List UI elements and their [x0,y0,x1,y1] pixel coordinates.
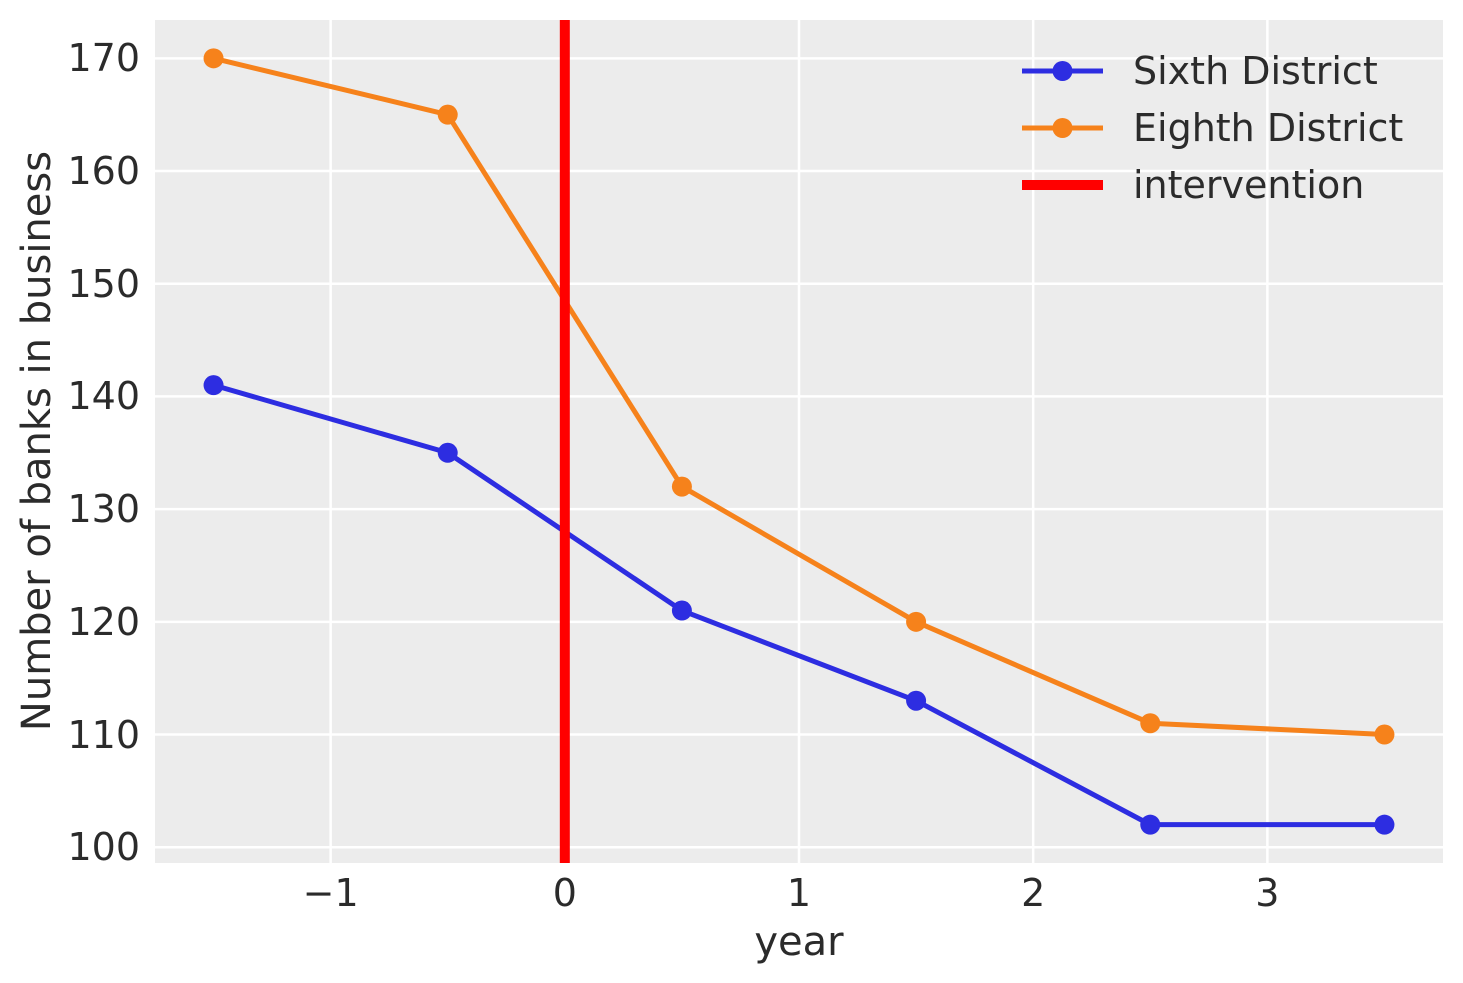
x-tick-label: 3 [1255,871,1280,915]
data-point-1-4 [1140,713,1161,734]
series-line-1 [212,55,1385,738]
x-tick-label: 2 [1021,871,1046,915]
y-tick-label: 100 [67,825,140,870]
sixth-district-line-sample-icon [1022,61,1103,81]
eighth-district-line-sample-icon [1022,118,1103,138]
y-tick-label: 150 [67,261,140,306]
y-tick-label: 130 [67,487,140,532]
data-point-0-0 [203,375,224,396]
legend-marker [1052,118,1073,138]
legend-label: Sixth District [1133,49,1378,93]
legend-item-intervention: intervention [1022,161,1364,209]
data-point-0-5 [1374,814,1395,835]
y-tick-label: 110 [67,712,140,757]
x-tick-label: 0 [552,871,577,915]
legend-marker [1052,61,1073,81]
y-tick-label: 160 [67,149,140,194]
data-point-1-0 [203,48,224,69]
data-point-1-2 [671,476,692,497]
legend-item-eighth-district: Eighth District [1022,104,1403,152]
x-tick-label: 1 [786,871,812,915]
legend-item-sixth-district: Sixth District [1022,47,1378,95]
legend-label: Eighth District [1133,106,1404,150]
x-tick-label: −1 [302,871,359,915]
data-point-0-2 [671,600,692,621]
data-point-1-1 [437,104,458,125]
y-tick-label: 120 [67,599,140,644]
data-point-0-4 [1140,814,1161,835]
legend-label: intervention [1133,163,1365,207]
data-point-1-3 [906,611,927,632]
y-tick-label: 170 [67,36,140,81]
data-point-0-3 [906,690,927,711]
y-axis-label: Number of banks in business [14,150,60,732]
x-axis-label: year [754,919,844,965]
series-line-0 [212,382,1385,828]
intervention-line-sample-icon [1022,180,1103,190]
y-tick-label: 140 [67,374,140,419]
data-point-1-5 [1374,724,1395,745]
data-point-0-1 [437,442,458,463]
